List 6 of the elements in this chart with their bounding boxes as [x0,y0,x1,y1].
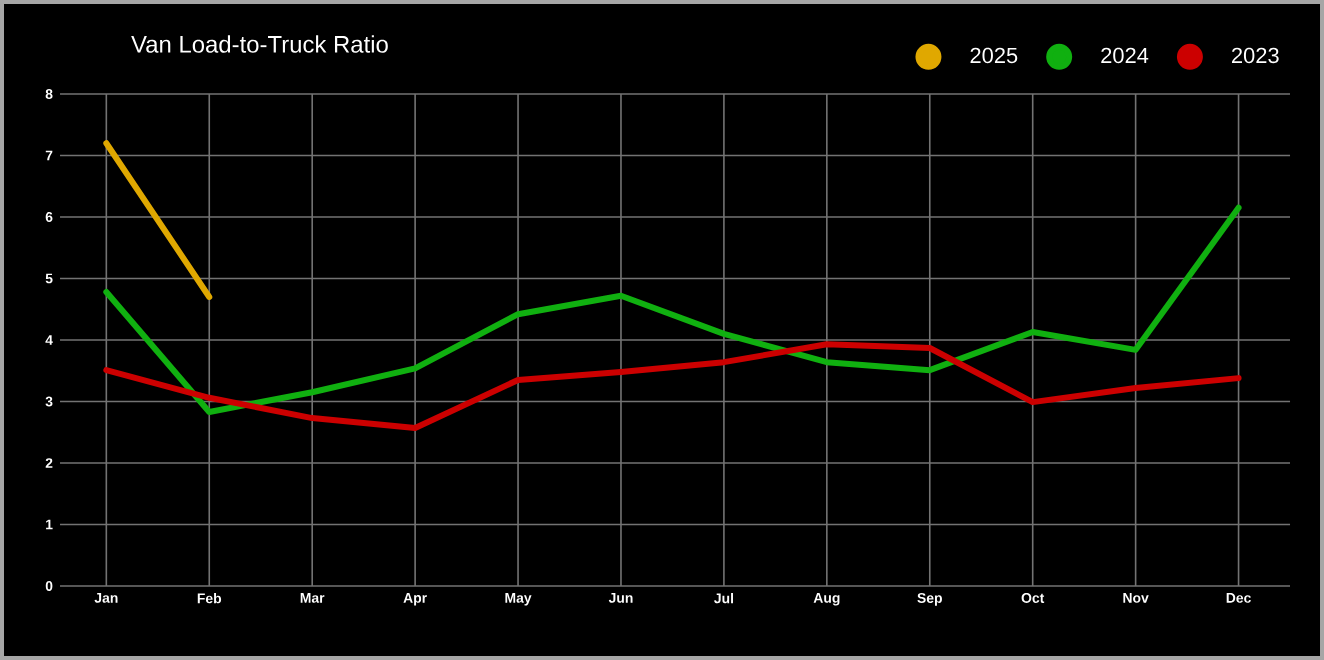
line-series [103,204,1242,415]
legend-label: 2025 [970,47,1018,64]
legend-label: 2024 [1101,47,1149,64]
legend-label: 2023 [1231,47,1279,64]
chart-title: Van Load-to-Truck Ratio [131,35,388,53]
line-series [103,341,1242,431]
